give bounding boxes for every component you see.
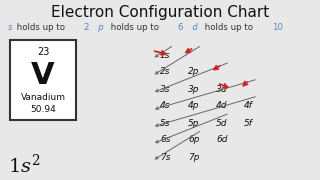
Text: 4s: 4s bbox=[160, 102, 171, 111]
Text: 3p: 3p bbox=[188, 84, 199, 93]
Text: p: p bbox=[90, 24, 104, 33]
Bar bbox=[10, 40, 76, 120]
Text: Electron Configuration Chart: Electron Configuration Chart bbox=[51, 6, 269, 21]
Text: 3s: 3s bbox=[160, 84, 171, 93]
Text: 5f: 5f bbox=[244, 118, 253, 127]
Text: Vanadium: Vanadium bbox=[20, 93, 66, 102]
Text: s: s bbox=[8, 24, 12, 33]
Text: 5s: 5s bbox=[160, 118, 171, 127]
Text: 2p: 2p bbox=[188, 68, 199, 76]
Text: 2: 2 bbox=[83, 24, 89, 33]
Text: 7s: 7s bbox=[160, 152, 171, 161]
Text: 4f: 4f bbox=[244, 102, 253, 111]
Text: 1s: 1s bbox=[160, 51, 171, 60]
Text: 10: 10 bbox=[272, 24, 283, 33]
Text: holds up to: holds up to bbox=[108, 24, 162, 33]
Text: 2s: 2s bbox=[160, 68, 171, 76]
Text: 4d: 4d bbox=[216, 102, 228, 111]
Text: 5d: 5d bbox=[216, 118, 228, 127]
Text: 6d: 6d bbox=[216, 136, 228, 145]
Text: d: d bbox=[184, 24, 198, 33]
Text: 6: 6 bbox=[177, 24, 183, 33]
Text: 5p: 5p bbox=[188, 118, 199, 127]
Text: V: V bbox=[31, 62, 55, 91]
Text: 7p: 7p bbox=[188, 152, 199, 161]
Text: 23: 23 bbox=[37, 47, 49, 57]
Text: 6p: 6p bbox=[188, 136, 199, 145]
Text: holds up to: holds up to bbox=[202, 24, 256, 33]
Text: 50.94: 50.94 bbox=[30, 105, 56, 114]
Text: 3d: 3d bbox=[216, 84, 228, 93]
Text: 6s: 6s bbox=[160, 136, 171, 145]
Text: 4p: 4p bbox=[188, 102, 199, 111]
Text: $1s^2$: $1s^2$ bbox=[8, 153, 41, 177]
Text: holds up to: holds up to bbox=[14, 24, 68, 33]
